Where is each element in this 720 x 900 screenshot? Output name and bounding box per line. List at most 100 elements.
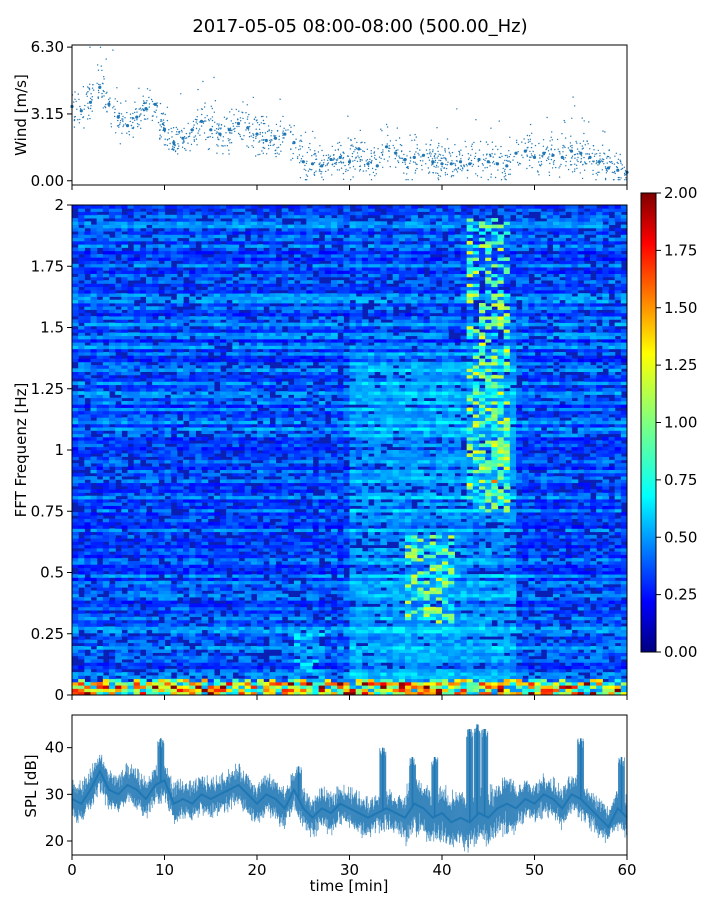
spectrogram-cell	[164, 613, 172, 617]
spectrogram-cell	[238, 606, 246, 611]
wind-point	[437, 155, 439, 157]
spectrogram-cell	[337, 665, 344, 670]
spectrogram-cell	[411, 672, 418, 676]
spectrogram-cell	[454, 688, 462, 693]
spectrogram-cell	[553, 606, 560, 611]
spectrogram-cell	[448, 626, 455, 631]
spectrogram-cell	[158, 600, 166, 604]
spectrogram-cell	[300, 675, 307, 680]
spectrogram-cell	[133, 639, 141, 644]
wind-point	[534, 144, 537, 147]
wind-point	[171, 148, 173, 150]
spectrogram-cell	[479, 678, 486, 683]
spectrogram-cell	[220, 629, 227, 634]
spectrogram-cell	[392, 691, 400, 695]
spectrogram-cell	[213, 688, 221, 693]
wind-point	[204, 117, 206, 119]
wind-point	[308, 146, 310, 149]
spectrogram-cell	[226, 688, 233, 693]
spectrogram-cell	[269, 642, 277, 647]
spectrogram-cell	[516, 603, 523, 608]
spectrogram-cell	[324, 626, 332, 631]
wind-point	[89, 83, 91, 86]
spectrogram-cell	[287, 613, 295, 617]
wind-point	[168, 129, 170, 131]
wind-point	[329, 155, 332, 157]
spectrogram-cell	[454, 685, 462, 689]
spectrogram-cell	[275, 691, 283, 695]
spectrogram-cell	[226, 672, 233, 676]
spectrogram-cell	[170, 603, 178, 608]
spectrogram-cell	[127, 597, 135, 601]
spectrogram-cell	[522, 551, 529, 555]
spectrogram-cell	[139, 636, 147, 640]
spectrogram-cell	[127, 564, 135, 568]
spectrogram-cell	[226, 662, 233, 666]
spectrogram-cell	[133, 574, 141, 578]
spectrogram-cell	[257, 613, 264, 617]
spectrogram-cell	[275, 554, 283, 559]
spectrogram-cell	[269, 577, 277, 582]
spectrogram-cell	[183, 606, 190, 611]
spectrogram-cell	[164, 691, 172, 695]
spectrogram-cell	[121, 580, 129, 585]
spectrogram-cell	[534, 606, 542, 611]
spectrogram-cell	[250, 675, 258, 680]
spectrogram-cell	[102, 551, 110, 555]
wind-point	[440, 157, 442, 159]
spectrogram-cell	[528, 636, 536, 640]
spectrogram-cell	[361, 672, 369, 676]
spectrogram-cell	[522, 691, 529, 695]
spectrogram-cell	[423, 688, 431, 693]
spectrogram-cell	[226, 551, 233, 555]
wind-point	[116, 100, 119, 103]
spectrogram-cell	[244, 590, 252, 595]
spectrogram-cell	[250, 557, 258, 562]
spectrogram-cell	[127, 610, 135, 614]
wind-point	[157, 121, 160, 124]
spectrogram-cell	[485, 610, 492, 614]
spectrogram-cell	[546, 678, 554, 683]
spectrogram-cell	[405, 613, 412, 617]
spectrogram-cell	[158, 551, 166, 555]
spectrogram-cell	[324, 688, 332, 693]
spectrogram-cell	[435, 567, 443, 572]
spectrogram-cell	[368, 580, 375, 585]
spectrogram-cell	[485, 574, 492, 578]
wind-point	[135, 115, 139, 119]
spectrogram-cell	[608, 636, 616, 640]
spectrogram-cell	[300, 570, 307, 575]
spectrogram-cell	[516, 619, 523, 624]
spectrogram-cell	[250, 610, 258, 614]
spectrogram-cell	[349, 672, 357, 676]
spectrogram-cell	[300, 662, 307, 666]
spectrogram-cell	[207, 583, 215, 588]
spectrogram-cell	[250, 619, 258, 624]
spectrogram-cell	[411, 665, 418, 670]
spectrogram-cell	[516, 646, 523, 650]
spectrogram-cell	[207, 580, 215, 585]
spectrogram-cell	[257, 672, 264, 676]
spectrogram-cell	[472, 548, 480, 552]
spectrogram-cell	[380, 597, 388, 601]
wind-point	[305, 174, 308, 176]
wind-point	[327, 159, 329, 161]
wind-point	[501, 155, 503, 157]
spectrogram-cell	[435, 675, 443, 680]
spectrogram-cell	[189, 606, 196, 611]
spectrogram-cell	[590, 613, 597, 617]
wind-point	[160, 118, 162, 121]
spectrogram-cell	[238, 619, 246, 624]
spectrogram-cell	[170, 668, 178, 673]
wind-point	[371, 167, 374, 170]
spectrogram-cell	[312, 597, 320, 601]
wind-point	[436, 127, 438, 129]
wind-point	[414, 161, 416, 164]
wind-point	[412, 161, 415, 163]
wind-point	[619, 153, 621, 156]
spectrogram-cell	[392, 639, 400, 644]
spectrogram-cell	[306, 548, 314, 552]
wind-point	[446, 164, 449, 166]
spectrogram-cell	[337, 678, 344, 683]
wind-point	[92, 89, 95, 91]
